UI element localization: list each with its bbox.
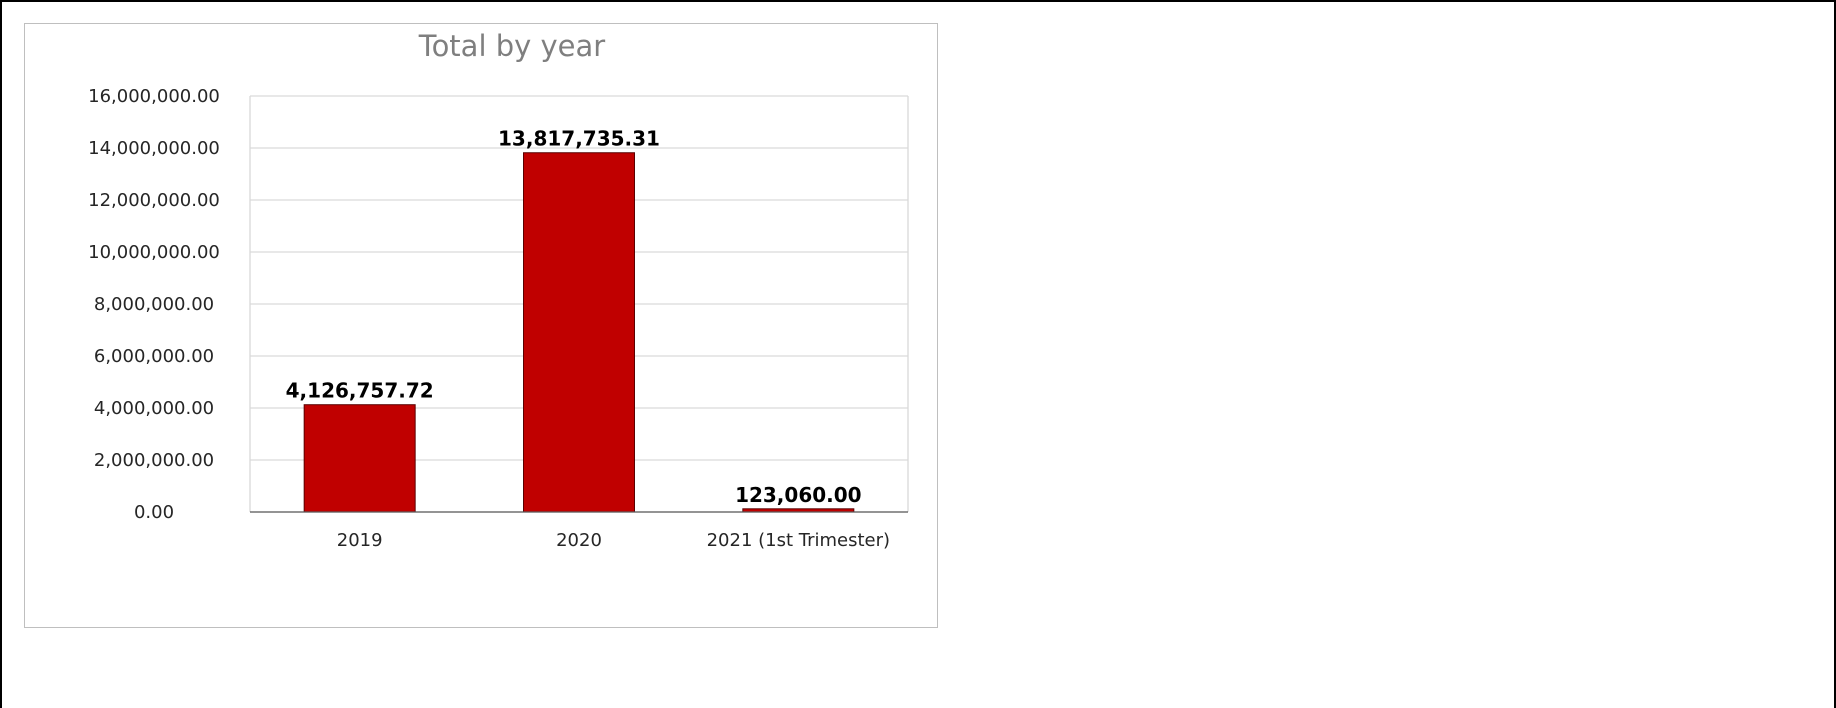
y-tick-label: 12,000,000.00 [88,190,220,211]
x-tick-label: 2020 [556,530,602,551]
y-tick-label: 0.00 [134,502,174,523]
bars [303,152,855,513]
y-tick-label: 10,000,000.00 [88,242,220,263]
bar [303,404,416,513]
y-tick-label: 16,000,000.00 [88,86,220,107]
x-tick-label: 2019 [337,530,383,551]
data-label: 123,060.00 [735,483,862,507]
bar [523,152,635,513]
x-tick-label: 2021 (1st Trimester) [707,530,890,551]
y-tick-label: 4,000,000.00 [94,398,214,419]
chart-title: Total by year [418,29,606,63]
y-axis-tick-labels: 0.00 2,000,000.00 4,000,000.00 6,000,000.00… [88,86,220,523]
chart-area: Total by year 0.00 2,000,000.00 4,000,000.… [24,23,938,628]
y-tick-label: 2,000,000.00 [94,450,214,471]
data-labels: 4,126,757.72 13,817,735.31 123,060.00 [286,127,862,507]
data-label: 4,126,757.72 [286,379,434,403]
data-label: 13,817,735.31 [498,127,660,151]
y-tick-label: 6,000,000.00 [94,346,214,367]
y-tick-label: 8,000,000.00 [94,294,214,315]
y-tick-label: 14,000,000.00 [88,138,220,159]
x-axis-tick-labels: 2019 2020 2021 (1st Trimester) [337,530,890,551]
bar-chart: Total by year 0.00 2,000,000.00 4,000,000.… [88,29,909,551]
